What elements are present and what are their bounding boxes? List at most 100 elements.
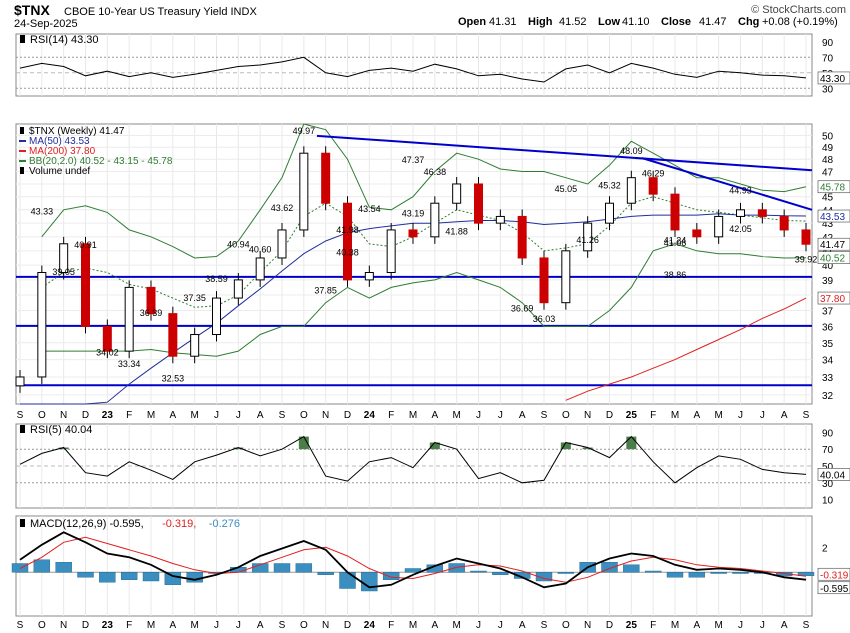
x-axis-label: S: [17, 620, 24, 631]
price-annotation: 36.03: [533, 314, 556, 324]
price-annotation: 41.06: [664, 238, 687, 248]
candle-body: [648, 177, 658, 195]
rsi5-overbought-fill: [582, 447, 593, 450]
price-annotation: 41.24: [664, 235, 687, 245]
x-axis-label: S: [541, 410, 548, 421]
macd-histogram-bar: [295, 563, 313, 573]
x-axis-label: M: [671, 620, 679, 631]
price-tick: 37: [822, 306, 834, 317]
x-axis-label: S: [17, 410, 24, 421]
candle-body: [146, 286, 156, 315]
x-axis-label: J: [476, 620, 481, 631]
x-axis-label: J: [236, 620, 241, 631]
price-annotation: 45.05: [555, 184, 578, 194]
x-axis-label: M: [190, 410, 198, 421]
candle-body: [452, 183, 462, 204]
rsi5-overbought-fill: [233, 447, 244, 450]
price-badge-close-bg: [817, 237, 850, 251]
price-annotation: 37.35: [183, 293, 206, 303]
x-axis-label: N: [60, 620, 67, 631]
x-axis-label: O: [300, 620, 308, 631]
macd-histogram-bar: [601, 562, 618, 573]
x-axis-label: S: [803, 410, 810, 421]
price-annotation: 33.34: [118, 359, 141, 369]
rsi5-value-badge: 40.04: [820, 470, 845, 481]
price-badge-bb: 45.78: [820, 183, 845, 194]
legend-icon: [20, 167, 24, 174]
x-axis-label: S: [803, 620, 810, 631]
x-axis-label: O: [300, 410, 308, 421]
x-axis-label: F: [388, 410, 394, 421]
x-axis-label: 23: [102, 620, 114, 631]
macd-histogram-bar: [33, 559, 51, 573]
x-axis-label: D: [606, 620, 613, 631]
x-axis-label: O: [38, 620, 46, 631]
x-axis-label: J: [476, 410, 481, 421]
ohlc-value: +0.08 (+0.19%): [762, 16, 838, 28]
candle-body: [801, 229, 811, 245]
x-axis-label: N: [584, 410, 591, 421]
x-axis-label: A: [519, 620, 526, 631]
macd-histogram-bar: [666, 572, 684, 578]
macd-signal-badge-bg: [817, 567, 850, 581]
macd-histogram-bar: [688, 572, 706, 578]
x-axis-label: F: [126, 410, 132, 421]
x-axis-label: J: [214, 620, 219, 631]
candle-body: [102, 325, 112, 352]
macd-histogram-bar: [470, 570, 487, 573]
macd-signal-badge: -0.319: [820, 570, 849, 581]
rsi14-value-badge: 43.30: [820, 74, 845, 85]
price-annotation: 36.39: [140, 308, 163, 318]
x-axis-label: M: [452, 410, 460, 421]
x-axis-label: 25: [626, 410, 638, 421]
price-annotation: 40.38: [336, 248, 359, 258]
macd-histogram-bar: [644, 570, 662, 573]
price-legend-item: Volume undef: [29, 166, 90, 177]
x-axis-label: A: [257, 410, 264, 421]
rsi14-line: [19, 56, 807, 83]
rsi5-tick: 10: [822, 496, 834, 507]
x-axis-label: J: [760, 620, 765, 631]
candle-body: [474, 183, 483, 224]
price-annotation: 32.53: [162, 373, 185, 383]
x-axis-label: A: [431, 410, 438, 421]
macd-legend-icon: [20, 519, 25, 527]
price-annotation: 49.97: [293, 126, 316, 136]
macd-histogram-bar: [404, 568, 422, 573]
price-badge-ma200-bg: [817, 291, 850, 305]
macd-line: [19, 531, 807, 589]
x-axis-label: 24: [364, 620, 376, 631]
x-axis-label: A: [519, 410, 526, 421]
candle-body: [81, 243, 90, 327]
rsi5-tick: 90: [822, 428, 834, 439]
ma200-line: [565, 297, 807, 401]
rsi5-line: [19, 435, 807, 484]
candle-body: [343, 202, 352, 281]
x-axis-label: 25: [626, 620, 638, 631]
x-axis-label: J: [760, 410, 765, 421]
macd-signal-line: [19, 536, 807, 583]
macd-histogram-bar: [623, 564, 640, 573]
macd-histogram-bar: [339, 572, 356, 589]
rsi5-overbought-fill: [429, 442, 440, 450]
price-annotation: 42.05: [729, 224, 752, 234]
price-tick: 32: [822, 391, 834, 402]
ohlc-readout: Open 41.31 High 41.52 Low 41.10 Close 41.47 Chg +…: [458, 16, 838, 28]
rsi5-value-badge-bg: [817, 468, 850, 481]
rsi5-panel: 90 70 50 30 10 40.04 RSI(5) 40.04: [15, 423, 850, 509]
symbol-name: CBOE 10-Year US Treasury Yield INDX: [64, 6, 257, 18]
candle-body: [408, 229, 418, 238]
x-axis-label: A: [169, 620, 176, 631]
x-axis-label: D: [82, 620, 89, 631]
price-annotation: 36.69: [511, 303, 534, 313]
price-annotation: 44.93: [729, 186, 752, 196]
rsi5-tick: 50: [822, 462, 834, 473]
price-annotation: 38.86: [664, 270, 687, 280]
candle-body: [386, 229, 396, 273]
macd-histogram-bar: [11, 563, 29, 573]
price-annotation: 47.37: [402, 155, 425, 165]
x-axis-label: M: [714, 620, 722, 631]
x-axis-label: M: [714, 410, 722, 421]
x-axis-label: D: [344, 620, 351, 631]
